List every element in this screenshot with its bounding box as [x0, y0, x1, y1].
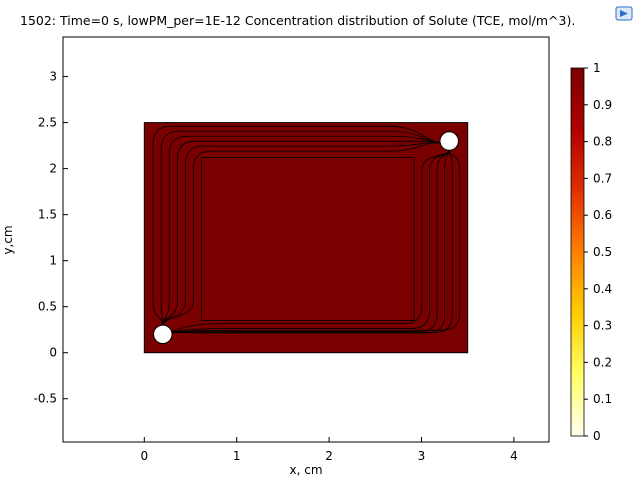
- injection-well: [153, 324, 173, 345]
- colorbar-tick-label: 0.3: [593, 319, 612, 333]
- axes-frame: [62, 36, 550, 443]
- x-tick-label: 1: [233, 449, 241, 463]
- colorbar-tick-label: 0.8: [593, 135, 612, 149]
- extraction-well: [439, 131, 459, 151]
- colorbar-tick-label: 0.7: [593, 171, 612, 185]
- export-image-icon[interactable]: [615, 6, 633, 21]
- colorbar-tick-label: 0.9: [593, 98, 612, 112]
- y-tick-label: 0.5: [38, 300, 57, 314]
- y-tick-label: 0: [49, 346, 57, 360]
- streamline: [160, 130, 442, 327]
- y-axis-label: y,cm: [1, 225, 15, 254]
- x-axis-label: x, cm: [289, 463, 322, 477]
- streamline: [168, 148, 450, 333]
- x-tick-label: 0: [140, 449, 148, 463]
- colorbar-tick-label: 0.4: [593, 282, 612, 296]
- streamline: [162, 140, 442, 327]
- x-axis-ticks: 0 1 2 3 4: [140, 437, 518, 463]
- y-tick-label: 3: [49, 70, 57, 84]
- colorbar-ticks: 0 0.1 0.2 0.3 0.4 0.5 0.6 0.7 0.8 0.9 1: [584, 61, 612, 443]
- streamline: [152, 125, 442, 327]
- y-tick-label: 2.5: [38, 116, 57, 130]
- x-tick-label: 4: [510, 449, 518, 463]
- colorbar-tick-label: 0.5: [593, 245, 612, 259]
- colorbar-tick-label: 0.2: [593, 355, 612, 369]
- streamline: [162, 135, 442, 327]
- streamline: [168, 149, 453, 333]
- y-tick-label: 2: [49, 162, 57, 176]
- y-axis-ticks: -0.5 0 0.5 1 1.5 2 2.5 3: [34, 70, 68, 406]
- x-tick-label: 2: [325, 449, 333, 463]
- streamline: [168, 149, 450, 334]
- streamline: [168, 148, 461, 333]
- y-tick-label: -0.5: [34, 392, 57, 406]
- chart-title: 1502: Time=0 s, lowPM_per=1E-12 Concentr…: [20, 13, 575, 28]
- streamline: [162, 142, 442, 327]
- y-tick-label: 1.5: [38, 208, 57, 222]
- streamline: [162, 142, 442, 327]
- streamline: [168, 148, 450, 333]
- streamline: [168, 148, 450, 333]
- colorbar-tick-label: 0: [593, 429, 601, 443]
- inner-region-boundary: [201, 157, 415, 321]
- concentration-domain: [143, 122, 469, 354]
- colorbar-tick-label: 1: [593, 61, 601, 75]
- colorbar: [570, 67, 585, 437]
- x-tick-label: 3: [418, 449, 426, 463]
- colorbar-tick-label: 0.6: [593, 208, 612, 222]
- axes-content: [143, 122, 469, 354]
- y-tick-label: 1: [49, 254, 57, 268]
- colorbar-tick-label: 0.1: [593, 392, 612, 406]
